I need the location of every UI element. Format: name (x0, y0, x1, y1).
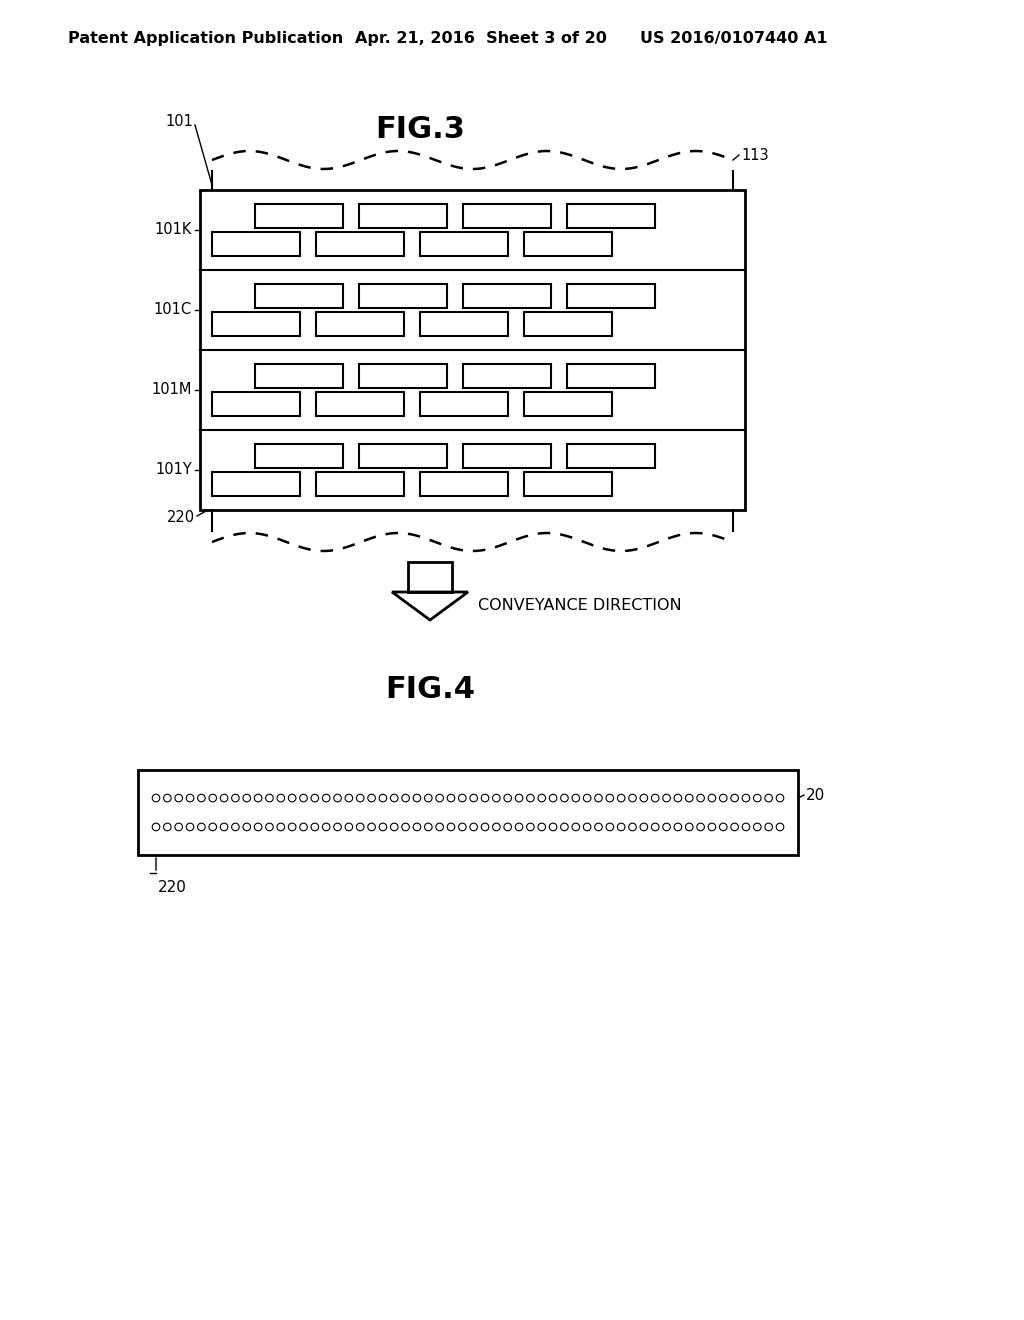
Bar (316, 392, 404, 416)
Bar (420, 232, 508, 256)
Bar (524, 232, 612, 256)
Bar (359, 364, 447, 388)
Text: 220: 220 (158, 879, 186, 895)
Bar (524, 392, 612, 416)
Bar (463, 284, 551, 308)
Text: FIG.4: FIG.4 (385, 676, 475, 705)
Bar (567, 205, 655, 228)
Bar (359, 205, 447, 228)
Text: 101Y: 101Y (156, 462, 193, 478)
Bar (212, 392, 300, 416)
Text: Patent Application Publication: Patent Application Publication (68, 30, 343, 45)
Bar (255, 205, 343, 228)
Text: 220: 220 (167, 511, 195, 525)
Bar (212, 473, 300, 496)
Bar (463, 205, 551, 228)
Bar (420, 392, 508, 416)
Bar (138, 770, 798, 855)
Bar (567, 444, 655, 469)
Bar (567, 284, 655, 308)
Bar (567, 364, 655, 388)
Bar (255, 284, 343, 308)
Bar (420, 473, 508, 496)
Bar (255, 444, 343, 469)
Text: 20: 20 (806, 788, 825, 803)
Text: 101C: 101C (154, 302, 193, 318)
Bar (359, 284, 447, 308)
Text: 101K: 101K (155, 223, 193, 238)
Bar (212, 312, 300, 337)
Text: 113: 113 (741, 148, 769, 162)
Text: Apr. 21, 2016  Sheet 3 of 20: Apr. 21, 2016 Sheet 3 of 20 (355, 30, 607, 45)
Text: US 2016/0107440 A1: US 2016/0107440 A1 (640, 30, 827, 45)
Bar (255, 364, 343, 388)
Bar (359, 444, 447, 469)
Bar (408, 562, 452, 591)
Text: FIG.3: FIG.3 (375, 116, 465, 144)
Text: 101: 101 (165, 115, 193, 129)
Bar (420, 312, 508, 337)
Bar (316, 232, 404, 256)
Bar (524, 473, 612, 496)
Bar (200, 190, 745, 510)
Bar (463, 364, 551, 388)
Bar (316, 312, 404, 337)
Text: CONVEYANCE DIRECTION: CONVEYANCE DIRECTION (478, 598, 682, 614)
Bar (316, 473, 404, 496)
Text: 101M: 101M (152, 383, 193, 397)
Bar (212, 232, 300, 256)
Bar (524, 312, 612, 337)
Bar (463, 444, 551, 469)
